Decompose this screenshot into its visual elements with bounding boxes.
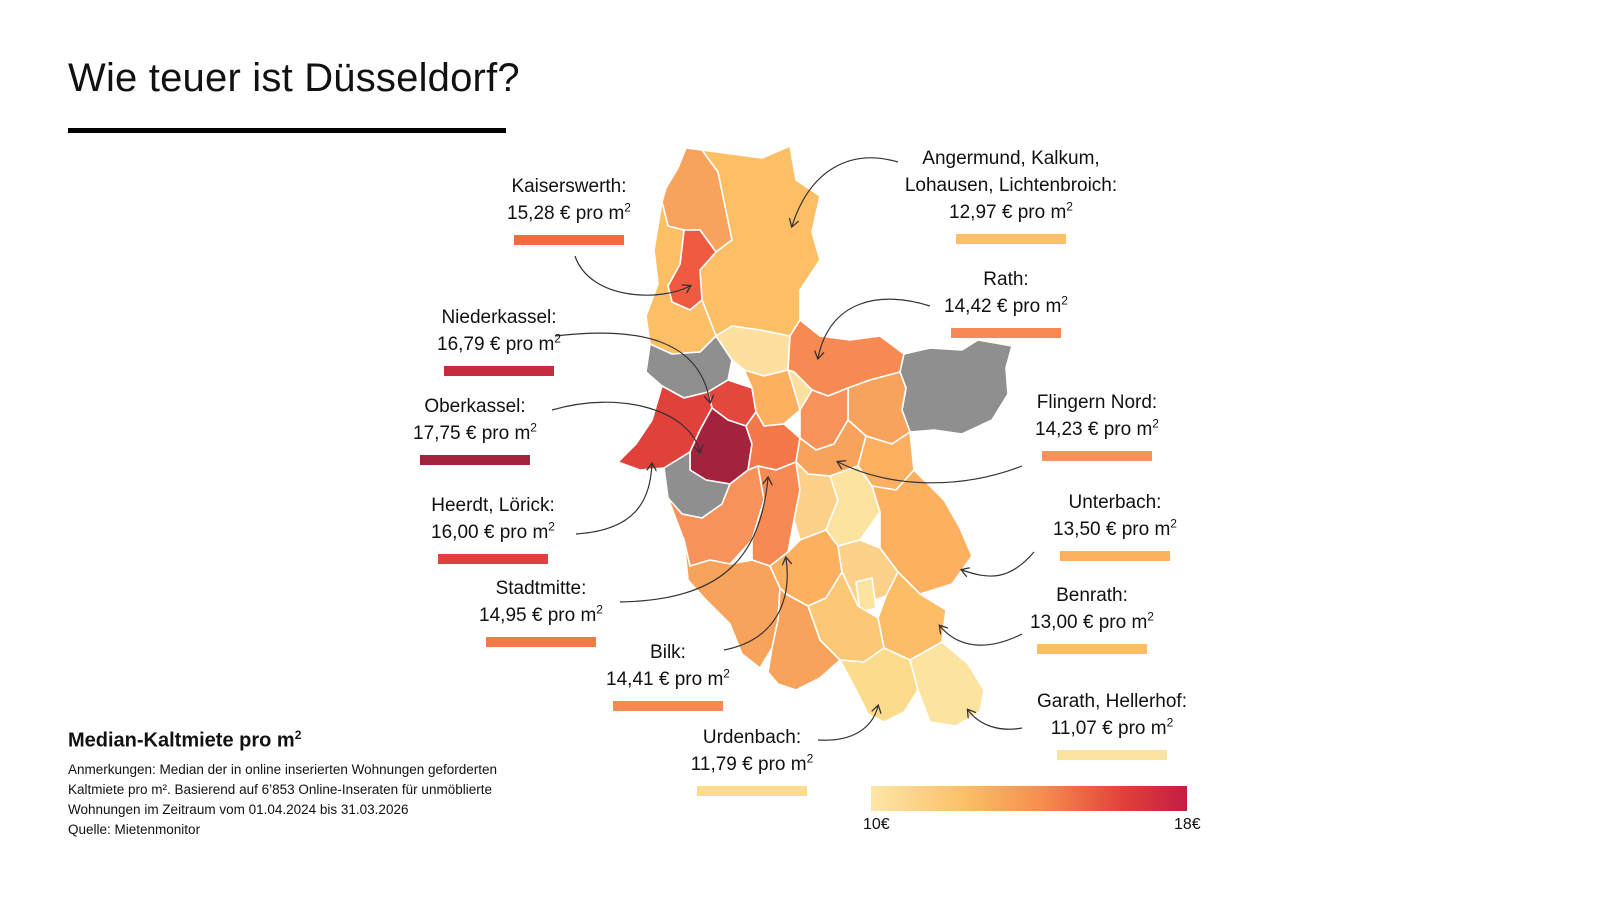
district-value: 11,79 € pro m2	[690, 751, 814, 775]
legend-notes: Anmerkungen: Median der in online inseri…	[68, 760, 588, 840]
district-value: 11,07 € pro m2	[1050, 715, 1174, 739]
district-value: 13,50 € pro m2	[1053, 516, 1177, 540]
value-bar	[420, 455, 530, 465]
label-oberkassel: Oberkassel: 17,75 € pro m2	[400, 393, 550, 465]
arrow-oberkassel	[551, 401, 700, 452]
district-value: 14,23 € pro m2	[1035, 416, 1159, 440]
value-bar	[444, 366, 554, 376]
district-name: Unterbach:	[1068, 492, 1162, 513]
value-bar	[514, 235, 624, 245]
district-north-west-lower	[645, 201, 717, 355]
label-stadtmitte: Stadtmitte: 14,95 € pro m2	[466, 575, 616, 647]
arrow-garath	[968, 710, 1023, 730]
district-name: Kaiserswerth:	[511, 176, 627, 197]
color-scale-bar	[871, 786, 1187, 811]
district-name: Heerdt, Lörick:	[431, 495, 555, 516]
district-name: Garath, Hellerhof:	[1037, 691, 1187, 712]
district-value: 12,97 € pro m2	[949, 199, 1073, 223]
district-name: Benrath:	[1056, 585, 1128, 606]
district-name: Bilk:	[650, 642, 686, 663]
arrow-urdenbach	[817, 706, 878, 741]
value-bar	[1042, 451, 1152, 461]
district-value: 14,95 € pro m2	[479, 602, 603, 626]
value-bar	[438, 554, 548, 564]
arrow-bilk	[723, 558, 787, 651]
district-hassels	[855, 577, 877, 613]
district-value: 17,75 € pro m2	[413, 420, 537, 444]
district-garath-hellerhof	[909, 641, 985, 727]
label-unterbach: Unterbach: 13,50 € pro m2	[1040, 489, 1190, 561]
notes-line-1: Anmerkungen: Median der in online inseri…	[68, 762, 498, 777]
label-bilk: Bilk: 14,41 € pro m2	[593, 639, 743, 711]
page-title: Wie teuer ist Düsseldorf?	[68, 56, 520, 100]
district-name-line2: Lohausen, Lichtenbroich:	[904, 175, 1118, 196]
color-scale-min-label: 10€	[863, 816, 890, 833]
notes-source: Quelle: Mietenmonitor	[68, 822, 201, 837]
value-bar	[956, 234, 1066, 244]
value-bar	[1057, 750, 1167, 760]
district-name: Flingern Nord:	[1036, 392, 1158, 413]
arrow-heerdt	[575, 464, 652, 535]
label-angermund-kalkum: Angermund, Kalkum, Lohausen, Lichtenbroi…	[886, 145, 1136, 244]
district-value: 15,28 € pro m2	[507, 200, 631, 224]
arrow-benrath	[940, 626, 1023, 646]
label-niederkassel: Niederkassel: 16,79 € pro m2	[424, 304, 574, 376]
district-name: Niederkassel:	[441, 307, 557, 328]
district-name: Rath:	[983, 269, 1029, 290]
district-name-line1: Angermund, Kalkum,	[922, 148, 1100, 169]
district-name: Stadtmitte:	[495, 578, 587, 599]
color-scale-max-label: 18€	[1174, 816, 1201, 833]
district-name: Urdenbach:	[702, 727, 802, 748]
label-urdenbach: Urdenbach: 11,79 € pro m2	[677, 724, 827, 796]
label-heerdt-loerick: Heerdt, Lörick: 16,00 € pro m2	[418, 492, 568, 564]
district-value: 14,42 € pro m2	[944, 293, 1068, 317]
district-south-orange	[767, 587, 841, 691]
notes-line-2: Kaltmiete pro m². Basierend auf 6’853 On…	[68, 782, 492, 797]
district-value: 14,41 € pro m2	[606, 666, 730, 690]
value-bar	[1037, 644, 1147, 654]
legend-title: Median-Kaltmiete pro m2	[68, 728, 302, 752]
arrow-unterbach	[962, 551, 1035, 576]
district-value: 16,00 € pro m2	[431, 519, 555, 543]
label-rath: Rath: 14,42 € pro m2	[931, 266, 1081, 338]
district-value: 13,00 € pro m2	[1030, 609, 1154, 633]
district-urdenbach	[839, 647, 919, 723]
arrow-rath	[818, 298, 931, 358]
notes-line-3: Wohnungen im Zeitraum vom 01.04.2024 bis…	[68, 802, 409, 817]
district-value: 16,79 € pro m2	[437, 331, 561, 355]
value-bar	[486, 637, 596, 647]
label-flingern-nord: Flingern Nord: 14,23 € pro m2	[1017, 389, 1177, 461]
district-no-data-east	[899, 339, 1013, 435]
arrow-stadtmitte	[619, 478, 768, 603]
arrow-flingern-nord	[838, 462, 1023, 484]
arrow-kaiserswerth	[574, 255, 690, 296]
arrow-angermund	[792, 157, 899, 226]
value-bar	[951, 328, 1061, 338]
value-bar	[697, 786, 807, 796]
arrow-niederkassel	[554, 332, 710, 402]
label-kaiserswerth: Kaiserswerth: 15,28 € pro m2	[494, 173, 644, 245]
value-bar	[1060, 551, 1170, 561]
label-garath-hellerhof: Garath, Hellerhof: 11,07 € pro m2	[1027, 688, 1197, 760]
title-underline	[68, 128, 506, 133]
value-bar	[613, 701, 723, 711]
label-benrath: Benrath: 13,00 € pro m2	[1017, 582, 1167, 654]
district-name: Oberkassel:	[424, 396, 526, 417]
